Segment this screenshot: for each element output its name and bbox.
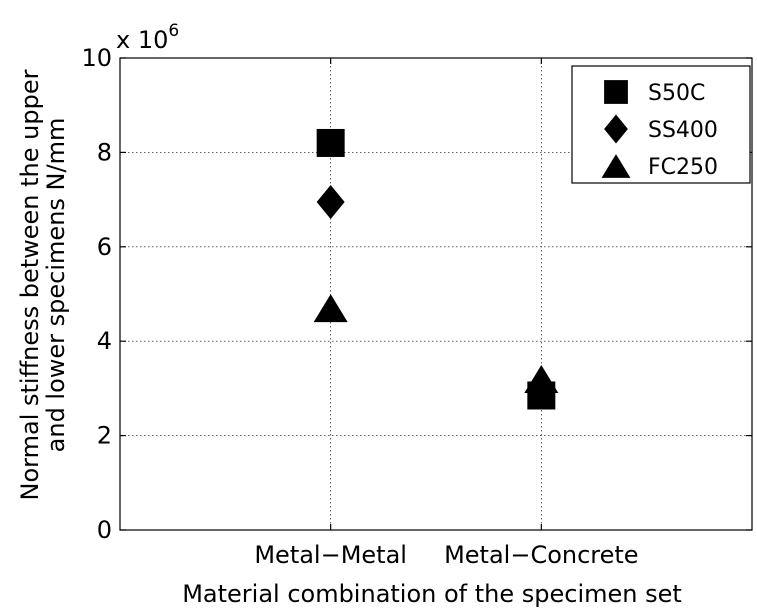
data-point-fc250 xyxy=(524,364,559,393)
legend-item-ss400: SS400 xyxy=(604,114,718,144)
y-tick-label: 0 xyxy=(97,516,112,544)
y-axis-label-line-2: and lower specimens N/mm xyxy=(42,118,70,453)
y-axis-multiplier: x 106 xyxy=(116,21,179,54)
data-point-s50c xyxy=(316,128,345,157)
y-tick-label: 6 xyxy=(97,233,112,261)
y-tick-label: 4 xyxy=(97,327,112,355)
x-axis-label: Material combination of the specimen set xyxy=(182,580,682,608)
legend-marker-triangle xyxy=(601,154,631,178)
legend-item-fc250: FC250 xyxy=(601,154,718,180)
plot-area-frame xyxy=(119,57,753,531)
x-tick-label: Metal−Concrete xyxy=(444,541,639,569)
legend-marker-diamond xyxy=(604,114,628,144)
grid-lines xyxy=(120,58,752,530)
data-point-ss400 xyxy=(316,184,345,219)
legend-item-s50c: S50C xyxy=(604,80,705,106)
legend-marker-square xyxy=(604,80,628,104)
legend-label: SS400 xyxy=(648,118,718,143)
legend-box xyxy=(571,65,751,184)
data-points xyxy=(313,128,559,410)
legend-label: S50C xyxy=(648,81,705,106)
axis-ticks: 0 2 4 6 8 10 Metal−Metal Metal−Concrete xyxy=(81,44,752,569)
y-axis-label-line-1: Normal stiffness between the upper xyxy=(16,69,44,500)
legend: S50C SS400 FC250 xyxy=(571,65,751,184)
y-axis-label: Normal stiffness between the upper and l… xyxy=(16,69,70,500)
data-point-fc250 xyxy=(313,294,348,323)
y-tick-label: 2 xyxy=(97,422,112,450)
x-tick-label: Metal−Metal xyxy=(254,541,407,569)
legend-label: FC250 xyxy=(648,155,718,180)
y-tick-label: 10 xyxy=(81,44,112,72)
y-tick-label: 8 xyxy=(97,138,112,166)
